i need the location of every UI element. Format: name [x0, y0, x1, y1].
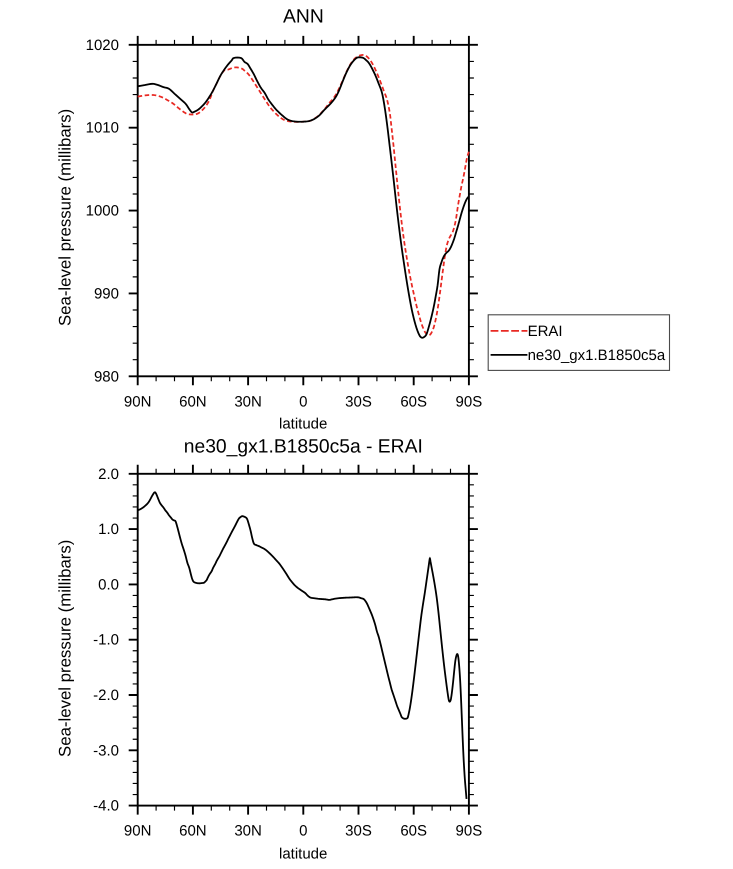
svg-text:980: 980 — [94, 368, 119, 385]
svg-text:-1.0: -1.0 — [93, 632, 119, 649]
svg-text:1000: 1000 — [86, 203, 119, 220]
svg-text:1010: 1010 — [86, 120, 119, 137]
svg-text:30S: 30S — [345, 393, 372, 410]
svg-text:-2.0: -2.0 — [93, 687, 119, 704]
svg-text:30N: 30N — [234, 393, 262, 410]
svg-text:Sea-level pressure (millibars): Sea-level pressure (millibars) — [55, 540, 74, 757]
svg-text:ne30_gx1.B1850c5a - ERAI: ne30_gx1.B1850c5a - ERAI — [184, 437, 423, 458]
svg-text:latitude: latitude — [279, 415, 327, 432]
svg-text:60N: 60N — [179, 822, 207, 839]
svg-text:ANN: ANN — [283, 7, 324, 28]
svg-text:30N: 30N — [234, 822, 262, 839]
svg-text:1.0: 1.0 — [98, 521, 119, 538]
svg-text:ERAI: ERAI — [528, 323, 563, 340]
svg-text:0.0: 0.0 — [98, 576, 119, 593]
svg-text:60S: 60S — [400, 822, 427, 839]
svg-text:990: 990 — [94, 285, 119, 302]
svg-text:90S: 90S — [456, 822, 483, 839]
svg-text:60S: 60S — [400, 393, 427, 410]
svg-text:-3.0: -3.0 — [93, 742, 119, 759]
svg-text:90N: 90N — [124, 822, 152, 839]
svg-text:0: 0 — [299, 393, 307, 410]
svg-text:1020: 1020 — [86, 37, 119, 54]
svg-text:0: 0 — [299, 822, 307, 839]
svg-text:ne30_gx1.B1850c5a: ne30_gx1.B1850c5a — [528, 347, 666, 364]
svg-text:Sea-level pressure (millibars): Sea-level pressure (millibars) — [55, 109, 74, 326]
svg-text:-4.0: -4.0 — [93, 798, 119, 815]
svg-text:30S: 30S — [345, 822, 372, 839]
svg-text:90S: 90S — [456, 393, 483, 410]
svg-text:latitude: latitude — [279, 845, 327, 862]
svg-text:2.0: 2.0 — [98, 466, 119, 483]
svg-text:60N: 60N — [179, 393, 207, 410]
svg-text:90N: 90N — [124, 393, 152, 410]
